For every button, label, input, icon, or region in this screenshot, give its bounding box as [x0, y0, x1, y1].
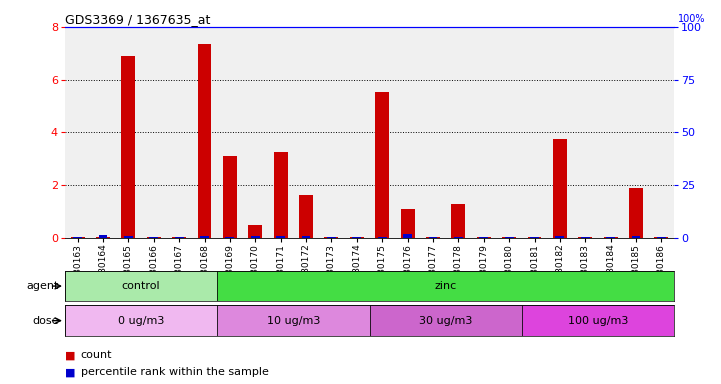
- Bar: [578, 237, 592, 238]
- Bar: [147, 237, 161, 238]
- Bar: [603, 237, 618, 238]
- Text: 100 ug/m3: 100 ug/m3: [568, 316, 628, 326]
- Bar: [198, 44, 211, 238]
- Bar: [606, 237, 615, 238]
- Bar: [353, 237, 361, 238]
- Bar: [301, 237, 311, 238]
- Bar: [350, 237, 364, 238]
- Bar: [251, 236, 260, 238]
- Bar: [451, 204, 465, 238]
- Bar: [65, 305, 217, 336]
- Bar: [528, 237, 541, 238]
- Bar: [505, 237, 513, 238]
- Bar: [375, 91, 389, 238]
- Text: ■: ■: [65, 367, 76, 377]
- Bar: [149, 237, 158, 238]
- Bar: [174, 237, 184, 238]
- Text: count: count: [81, 350, 112, 360]
- Text: dose: dose: [32, 316, 59, 326]
- Bar: [327, 237, 336, 238]
- Bar: [96, 237, 110, 238]
- Bar: [248, 225, 262, 238]
- Bar: [71, 237, 84, 238]
- Bar: [632, 237, 640, 238]
- Text: 30 ug/m3: 30 ug/m3: [419, 316, 472, 326]
- Text: control: control: [122, 281, 160, 291]
- Bar: [581, 237, 590, 238]
- Bar: [428, 237, 438, 238]
- Bar: [369, 305, 522, 336]
- Bar: [299, 195, 313, 238]
- Bar: [530, 237, 539, 238]
- Bar: [223, 156, 237, 238]
- Bar: [121, 56, 136, 238]
- Bar: [426, 237, 440, 238]
- Bar: [655, 237, 668, 238]
- Bar: [217, 305, 369, 336]
- Bar: [479, 237, 488, 238]
- Bar: [226, 237, 234, 238]
- Text: agent: agent: [27, 281, 59, 291]
- Bar: [274, 152, 288, 238]
- Text: 10 ug/m3: 10 ug/m3: [267, 316, 320, 326]
- Text: 0 ug/m3: 0 ug/m3: [118, 316, 164, 326]
- Bar: [657, 237, 666, 238]
- Bar: [477, 237, 491, 238]
- Bar: [502, 237, 516, 238]
- Bar: [124, 236, 133, 238]
- Bar: [73, 237, 82, 238]
- Bar: [553, 139, 567, 238]
- Bar: [629, 188, 643, 238]
- Bar: [99, 235, 107, 238]
- Bar: [403, 234, 412, 238]
- Bar: [217, 271, 674, 301]
- Bar: [454, 237, 463, 238]
- Text: ■: ■: [65, 350, 76, 360]
- Bar: [276, 237, 285, 238]
- Bar: [172, 237, 186, 238]
- Bar: [324, 237, 338, 238]
- Bar: [65, 271, 217, 301]
- Text: 100%: 100%: [678, 14, 706, 24]
- Text: zinc: zinc: [435, 281, 457, 291]
- Text: percentile rank within the sample: percentile rank within the sample: [81, 367, 269, 377]
- Bar: [200, 236, 209, 238]
- Bar: [555, 237, 565, 238]
- Bar: [522, 305, 674, 336]
- Bar: [401, 209, 415, 238]
- Text: GDS3369 / 1367635_at: GDS3369 / 1367635_at: [65, 13, 211, 26]
- Bar: [378, 237, 386, 238]
